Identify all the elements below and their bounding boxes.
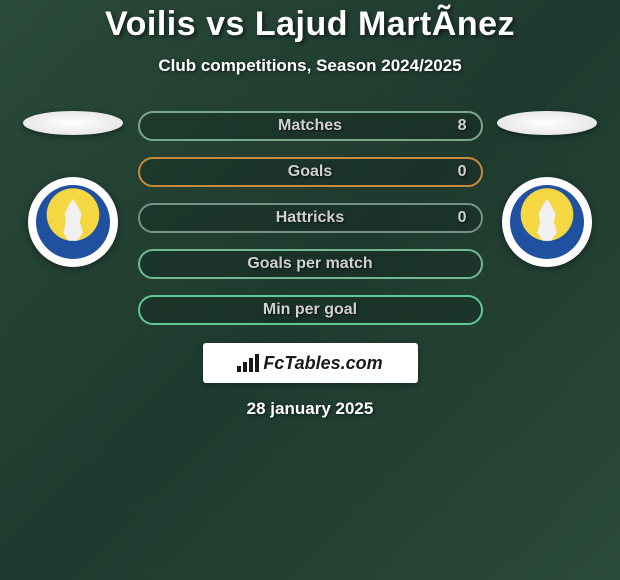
stats-column: Matches 8 Goals 0 Hattricks 0 Goals per … — [138, 111, 483, 325]
stat-bar-min-per-goal: Min per goal — [138, 295, 483, 325]
player-left-column — [21, 111, 126, 267]
stat-label: Goals — [288, 163, 332, 181]
stat-label: Matches — [278, 117, 342, 135]
stat-bar-goals-per-match: Goals per match — [138, 249, 483, 279]
stat-value: 0 — [458, 163, 467, 181]
crest-figure-icon — [59, 199, 87, 241]
crest-figure-icon — [533, 199, 561, 241]
stat-bar-goals: Goals 0 — [138, 157, 483, 187]
player-left-oval — [23, 111, 123, 135]
stat-bar-matches: Matches 8 — [138, 111, 483, 141]
comparison-row: Matches 8 Goals 0 Hattricks 0 Goals per … — [0, 111, 620, 325]
branding-box[interactable]: FcTables.com — [203, 343, 418, 383]
stat-value: 8 — [458, 117, 467, 135]
bar-chart-icon — [237, 354, 259, 372]
player-right-column — [495, 111, 600, 267]
stat-value: 0 — [458, 209, 467, 227]
crest-shield-icon — [36, 185, 110, 259]
player-right-oval — [497, 111, 597, 135]
stat-label: Hattricks — [276, 209, 344, 227]
stat-label: Min per goal — [263, 301, 357, 319]
page-subtitle: Club competitions, Season 2024/2025 — [0, 56, 620, 76]
footer: FcTables.com 28 january 2025 — [0, 343, 620, 419]
date-label: 28 january 2025 — [247, 399, 374, 419]
player-right-crest — [502, 177, 592, 267]
main-container: Voilis vs Lajud MartÃ­nez Club competiti… — [0, 0, 620, 419]
player-left-crest — [28, 177, 118, 267]
stat-label: Goals per match — [247, 255, 372, 273]
crest-shield-icon — [510, 185, 584, 259]
branding-text: FcTables.com — [263, 353, 382, 374]
stat-bar-hattricks: Hattricks 0 — [138, 203, 483, 233]
page-title: Voilis vs Lajud MartÃ­nez — [0, 5, 620, 44]
